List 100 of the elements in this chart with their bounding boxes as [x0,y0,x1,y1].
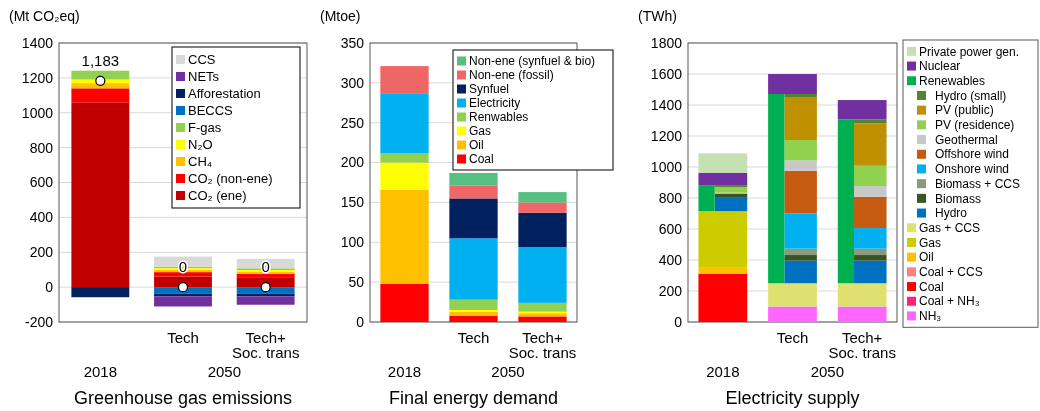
bar [380,189,429,284]
legend-label: CH₄ [188,154,213,170]
bar [154,276,212,288]
bar [449,172,498,186]
bar [518,192,567,203]
x-tick-label: Tech [167,329,199,346]
legend-label: Non-ene (fossil) [469,68,554,83]
bar [236,273,295,278]
y-axis-title: (Mtoe) [320,8,361,24]
y-tick-label: 1200 [650,127,683,144]
text: 2050 [207,363,242,380]
bar [518,316,567,322]
bar [784,140,817,161]
y-tick-label: 250 [340,114,365,131]
y-tick-label: 0 [674,313,683,330]
legend-label: BECCS [188,103,234,119]
bar [784,160,817,171]
bar [236,277,295,288]
y-tick-label: 1400 [650,96,683,113]
text: Electricity supply [725,388,860,408]
bar [518,247,567,303]
bar [71,88,130,103]
bar [449,185,498,199]
legend-label: Electricity [469,96,521,111]
bar [854,260,887,284]
y-tick-label: 50 [348,274,365,291]
legend-label: Onshore wind [935,162,1010,177]
y-tick-label: 150 [340,194,365,211]
y-tick-label: 0 [356,313,365,330]
bar [714,197,748,212]
y-tick-label: 100 [340,234,365,251]
bar [768,94,785,284]
bar [449,238,498,300]
data-label: 1,183 [81,51,120,69]
x-tick-label: Tech+ Soc. trans [231,329,300,361]
bar [449,315,498,322]
bar [768,306,817,322]
legend-label: Non-ene (synfuel & bio) [469,54,596,69]
y-tick-label: 1800 [650,34,683,51]
text: 2050 [810,363,845,380]
bar [698,172,748,186]
legend-label: NETs [188,69,220,85]
bar [518,202,567,213]
bar [380,162,429,190]
bar [698,185,715,212]
bar [518,302,567,312]
bar [698,153,748,173]
y-tick-label: 350 [340,34,365,51]
legend-label: Gas + CCS [919,220,981,235]
bar [714,187,748,193]
legend-label: Renwables [469,110,529,125]
text: Greenhouse gas emissions [73,388,293,408]
bar [698,211,748,268]
legend-label: Gas [919,235,942,250]
bar [784,255,817,261]
y-tick-label: 200 [29,244,54,261]
legend-label: NH₃ [919,309,942,324]
legend-label: CCS [188,52,216,68]
y-tick-label: 1200 [21,69,54,86]
text: 2050 [491,363,525,380]
bar [154,287,212,294]
legend-label: Oil [919,250,934,265]
bar [380,153,429,163]
y-tick-label: 300 [340,74,365,91]
legend-label: PV (public) [935,103,994,118]
bar [449,198,498,239]
x-tick-label: Tech+ Soc. trans [828,329,896,361]
bar [837,306,887,322]
y-tick-label: 1400 [21,34,54,51]
bar [784,248,817,256]
x-tick-label: Tech [776,329,809,346]
bar [380,93,429,154]
text: Final energy demand [388,388,559,408]
y-axis-title: (TWh) [638,8,677,24]
bar [449,311,498,316]
y-tick-label: 200 [658,282,683,299]
bar [784,213,817,249]
bar [154,296,212,307]
legend-label: Biomass + CCS [935,176,1021,191]
bar [380,283,429,322]
bar [784,97,817,141]
legend-label: Synfuel [469,82,510,97]
y-axis-title: (Mt CO₂eq) [9,8,80,24]
bar [518,212,567,248]
bar [768,283,817,307]
bar [784,260,817,284]
bar [854,123,887,166]
y-tick-label: 1000 [650,158,683,175]
legend-label: Coal [919,279,944,294]
y-tick-label: 1600 [650,65,683,82]
legend-label: Private power gen. [919,44,1020,59]
bar [768,74,817,94]
x-tick-label: Tech+ Soc. trans [508,329,577,361]
bar [236,296,295,305]
y-tick-label: 800 [658,189,683,206]
y-tick-label: 400 [658,251,683,268]
x-tick-label: Tech [457,329,490,346]
bar [698,267,748,274]
text: 2018 [706,363,740,380]
bar [854,119,887,124]
